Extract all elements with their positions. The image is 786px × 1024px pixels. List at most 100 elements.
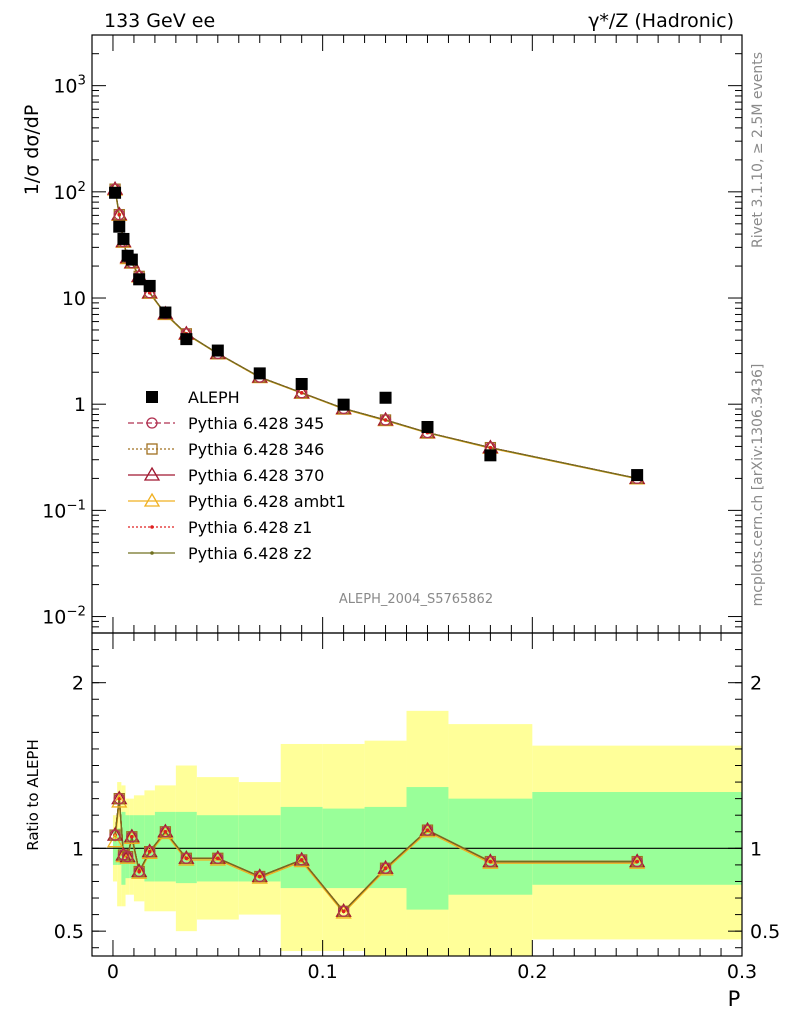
legend-label-ambt1: Pythia 6.428 ambt1 xyxy=(188,492,346,511)
ratio-point-ambt1 xyxy=(293,853,310,868)
ratio-y-label: Ratio to ALEPH xyxy=(24,739,42,851)
ratio-point-p345 xyxy=(254,870,266,883)
ratio-point-ambt1 xyxy=(419,823,436,838)
data-point-data xyxy=(117,232,130,245)
ratio-point-ambt1 xyxy=(178,851,195,866)
legend-label-z1: Pythia 6.428 z1 xyxy=(188,518,312,537)
uncertainty-band-inner xyxy=(125,815,130,879)
mcplots-label: mcplots.cern.ch [arXiv:1306.3436] xyxy=(750,364,766,607)
ratio-point-p345 xyxy=(121,850,134,863)
ratio-point-z1 xyxy=(257,874,262,879)
ratio-point-ambt1 xyxy=(131,864,148,879)
x-tick-label: 0.1 xyxy=(308,961,338,983)
legend-label-data: ALEPH xyxy=(188,388,240,407)
ratio-point-ambt1 xyxy=(377,861,394,876)
y-tick-label: 102 xyxy=(53,180,86,204)
data-point-data xyxy=(159,306,172,319)
ratio-point-z1 xyxy=(341,909,346,914)
ratio-point-z1 xyxy=(488,859,493,864)
left-title: 133 GeV ee xyxy=(104,10,215,32)
legend-marker-ambt1 xyxy=(143,492,161,507)
ratio-point-z1 xyxy=(147,849,152,854)
ratio-point-p345 xyxy=(113,792,125,805)
ratio-point-ambt1 xyxy=(157,825,174,840)
ratio-point-z1 xyxy=(635,859,639,864)
ratio-y-tick-label: 1 xyxy=(72,838,84,860)
legend-marker-p346 xyxy=(146,443,158,455)
data-point-data xyxy=(113,220,126,233)
x-axis-label: P xyxy=(728,987,741,1011)
rivet-label: Rivet 3.1.10, ≥ 2.5M events xyxy=(750,52,766,248)
data-point-z1 xyxy=(117,212,122,217)
data-point-z1 xyxy=(488,445,493,450)
data-point-data xyxy=(125,253,138,266)
data-point-data xyxy=(484,449,497,462)
series-line-p346 xyxy=(114,189,638,480)
legend-marker-p370 xyxy=(143,466,161,481)
ratio-bands xyxy=(112,710,742,956)
data-point-data xyxy=(421,420,434,433)
ratio-y-tick-label-right: 0.5 xyxy=(750,921,780,943)
ratio-y-tick-label-right: 1 xyxy=(750,838,762,860)
ratio-point-z1 xyxy=(425,828,430,832)
legend-marker-z1 xyxy=(150,525,154,529)
ratio-point-p345 xyxy=(126,831,138,843)
uncertainty-band-inner xyxy=(133,815,145,879)
legend-label-p345: Pythia 6.428 345 xyxy=(188,414,324,433)
uncertainty-band-inner xyxy=(129,815,134,879)
series-line-ambt1 xyxy=(114,189,638,480)
data-point-data xyxy=(109,186,122,199)
ratio-point-p345 xyxy=(379,862,392,874)
y-tick-label: 103 xyxy=(53,74,86,98)
ratio-point-p345 xyxy=(337,905,350,917)
legend-label-z2: Pythia 6.428 z2 xyxy=(188,544,312,563)
y-tick-label: 10−2 xyxy=(42,605,86,629)
legend-label-p346: Pythia 6.428 346 xyxy=(188,440,324,459)
legend-label-p370: Pythia 6.428 370 xyxy=(188,466,324,485)
ratio-point-z1 xyxy=(130,834,134,839)
data-point-z1 xyxy=(299,391,304,395)
uncertainty-band-inner xyxy=(154,811,176,882)
y-tick-label: 10 xyxy=(62,288,86,310)
x-tick-label: 0.2 xyxy=(517,961,547,983)
ratio-point-p345 xyxy=(133,865,145,878)
data-point-data xyxy=(253,367,266,380)
series-line-p345 xyxy=(114,189,638,480)
ratio-point-p345 xyxy=(296,854,308,866)
y-tick-label: 10−1 xyxy=(42,498,86,522)
x-tick-label: 0 xyxy=(107,961,119,983)
uncertainty-band-inner xyxy=(175,811,197,884)
ratio-y-tick-label-right: 2 xyxy=(750,673,762,695)
data-point-data xyxy=(211,344,224,357)
data-point-data xyxy=(295,377,308,390)
ratio-point-z1 xyxy=(184,856,189,861)
data-point-data xyxy=(143,279,156,292)
data-point-z1 xyxy=(383,418,388,422)
ratio-point-z1 xyxy=(383,866,388,871)
data-point-p345 xyxy=(113,208,125,221)
ratio-point-ambt1 xyxy=(482,854,499,869)
uncertainty-band-inner xyxy=(532,792,742,885)
data-point-data xyxy=(379,391,392,404)
data-point-data xyxy=(133,273,146,286)
ratio-point-z1 xyxy=(163,829,168,834)
uncertainty-band-inner xyxy=(364,806,407,889)
ratio-point-z1 xyxy=(216,856,220,861)
analysis-label: ALEPH_2004_S5765862 xyxy=(339,592,493,607)
ratio-point-z1 xyxy=(137,869,141,874)
ratio-point-ambt1 xyxy=(111,793,128,808)
ratio-point-ambt1 xyxy=(209,851,226,866)
right-title: γ*/Z (Hadronic) xyxy=(588,10,734,32)
ratio-point-p345 xyxy=(212,852,224,864)
ratio-point-p345 xyxy=(144,845,156,858)
ratio-point-p345 xyxy=(421,824,434,836)
uncertainty-band-inner xyxy=(448,798,533,895)
uncertainty-band-inner xyxy=(280,806,323,889)
legend: ALEPH Pythia 6.428 345 Pythia 6.428 346 Pyt… xyxy=(128,388,346,563)
ratio-point-p345 xyxy=(180,852,193,864)
legend-marker-z2 xyxy=(150,551,154,555)
ratio-point-p345 xyxy=(631,855,643,868)
ratio-y-tick-label: 2 xyxy=(72,673,84,695)
ratio-point-p345 xyxy=(159,826,172,838)
